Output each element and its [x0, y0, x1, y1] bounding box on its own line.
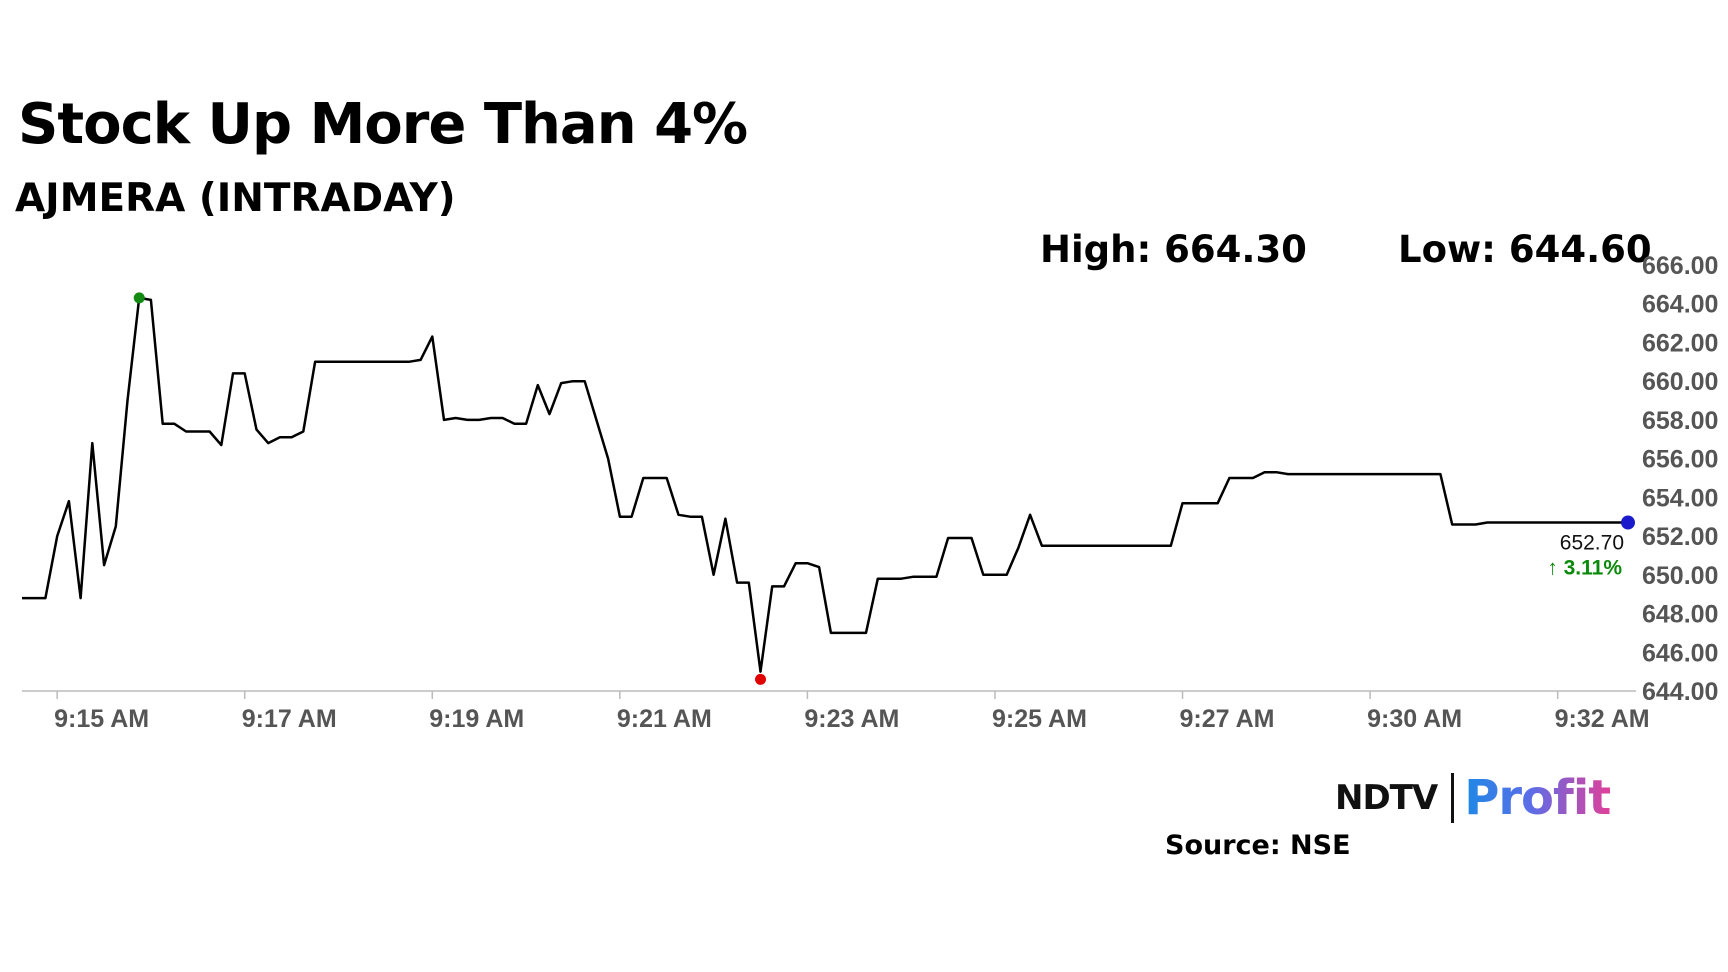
y-tick-label: 646.00	[1642, 639, 1718, 667]
y-tick-label: 664.00	[1642, 291, 1718, 319]
y-tick-label: 660.00	[1642, 368, 1718, 396]
y-tick-label: 648.00	[1642, 601, 1718, 629]
logo-divider	[1451, 773, 1455, 823]
logo-ndtv-text: NDTV	[1335, 778, 1438, 818]
low-point-marker	[755, 673, 767, 685]
x-tick-label: 9:17 AM	[242, 705, 337, 733]
y-tick-label: 650.00	[1642, 562, 1718, 590]
chart-title: Stock Up More Than 4%	[18, 92, 748, 157]
y-tick-label: 658.00	[1642, 407, 1718, 435]
high-point-marker	[133, 292, 145, 304]
high-label: High: 664.30	[1040, 228, 1307, 271]
source-note: Source: NSE	[1165, 830, 1351, 861]
x-tick-label: 9:27 AM	[1180, 705, 1275, 733]
y-tick-label: 654.00	[1642, 484, 1718, 512]
y-tick-label: 662.00	[1642, 329, 1718, 357]
y-tick-label: 644.00	[1642, 678, 1718, 706]
last-price-value: 652.70	[1560, 532, 1624, 555]
last-price-change: ↑ 3.11%	[1547, 557, 1622, 580]
x-tick-label: 9:32 AM	[1555, 705, 1650, 733]
x-tick-label: 9:30 AM	[1367, 705, 1462, 733]
low-label: Low: 644.60	[1398, 228, 1652, 271]
ndtv-profit-logo: NDTV Profit	[1335, 770, 1611, 826]
price-series-line	[22, 296, 1628, 673]
x-tick-label: 9:19 AM	[429, 705, 524, 733]
logo-profit-text: Profit	[1464, 770, 1611, 826]
y-tick-label: 656.00	[1642, 446, 1718, 474]
x-tick-label: 9:23 AM	[804, 705, 899, 733]
x-tick-label: 9:21 AM	[617, 705, 712, 733]
chart-subtitle: AJMERA (INTRADAY)	[15, 176, 456, 221]
x-axis: 9:15 AM 9:17 AM 9:19 AM 9:21 AM 9:23 AM 9:25 …	[54, 691, 1650, 733]
last-price-marker	[1621, 515, 1635, 530]
x-tick-label: 9:25 AM	[992, 705, 1087, 733]
y-tick-label: 666.00	[1642, 252, 1718, 280]
y-axis: 644.00 646.00 648.00 650.00 652.00 654.00 656.…	[1642, 252, 1718, 706]
x-tick-label: 9:15 AM	[54, 705, 149, 733]
y-tick-label: 652.00	[1642, 523, 1718, 551]
